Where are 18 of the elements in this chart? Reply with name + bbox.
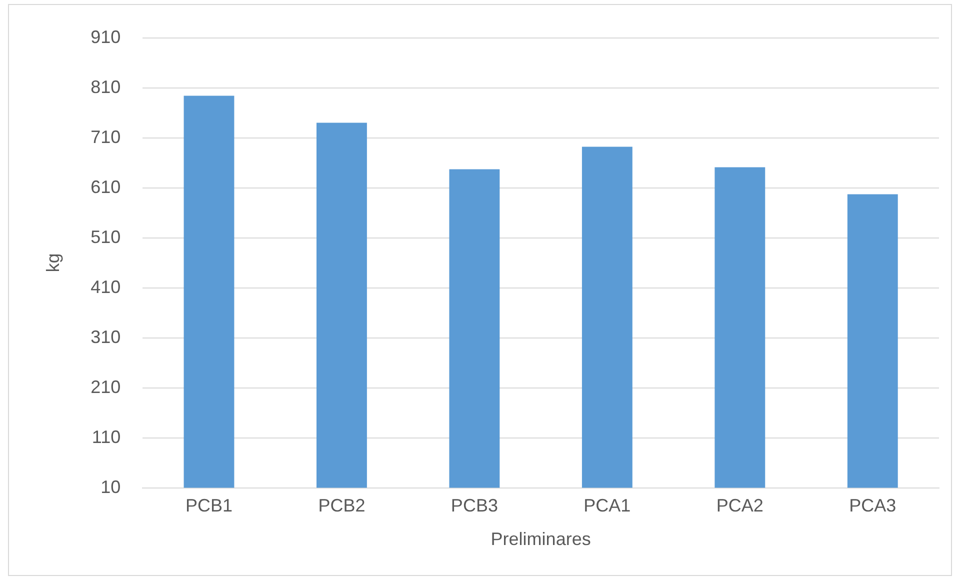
x-tick-label: PCB3 [450, 496, 498, 516]
y-tick-label: 710 [90, 126, 121, 147]
x-tick-label: PCB2 [318, 496, 366, 516]
x-axis-title: Preliminares [490, 529, 591, 550]
y-tick-label: 10 [100, 476, 121, 497]
y-axis-title: kg [42, 253, 63, 272]
y-tick-label: 410 [90, 276, 121, 297]
x-tick-label: PCB1 [185, 496, 233, 516]
x-tick-label: PCA3 [849, 496, 896, 516]
y-tick-label: 110 [92, 426, 121, 447]
y-tick-label: 510 [90, 226, 121, 247]
y-tick-label: 910 [90, 26, 121, 47]
y-tick-label: 310 [90, 326, 121, 347]
y-tick-label: 210 [90, 376, 121, 397]
x-tick-label: PCA1 [584, 496, 631, 516]
y-tick-label: 610 [90, 176, 121, 197]
y-tick-label: 810 [90, 76, 121, 97]
x-tick-label: PCA2 [716, 496, 764, 516]
